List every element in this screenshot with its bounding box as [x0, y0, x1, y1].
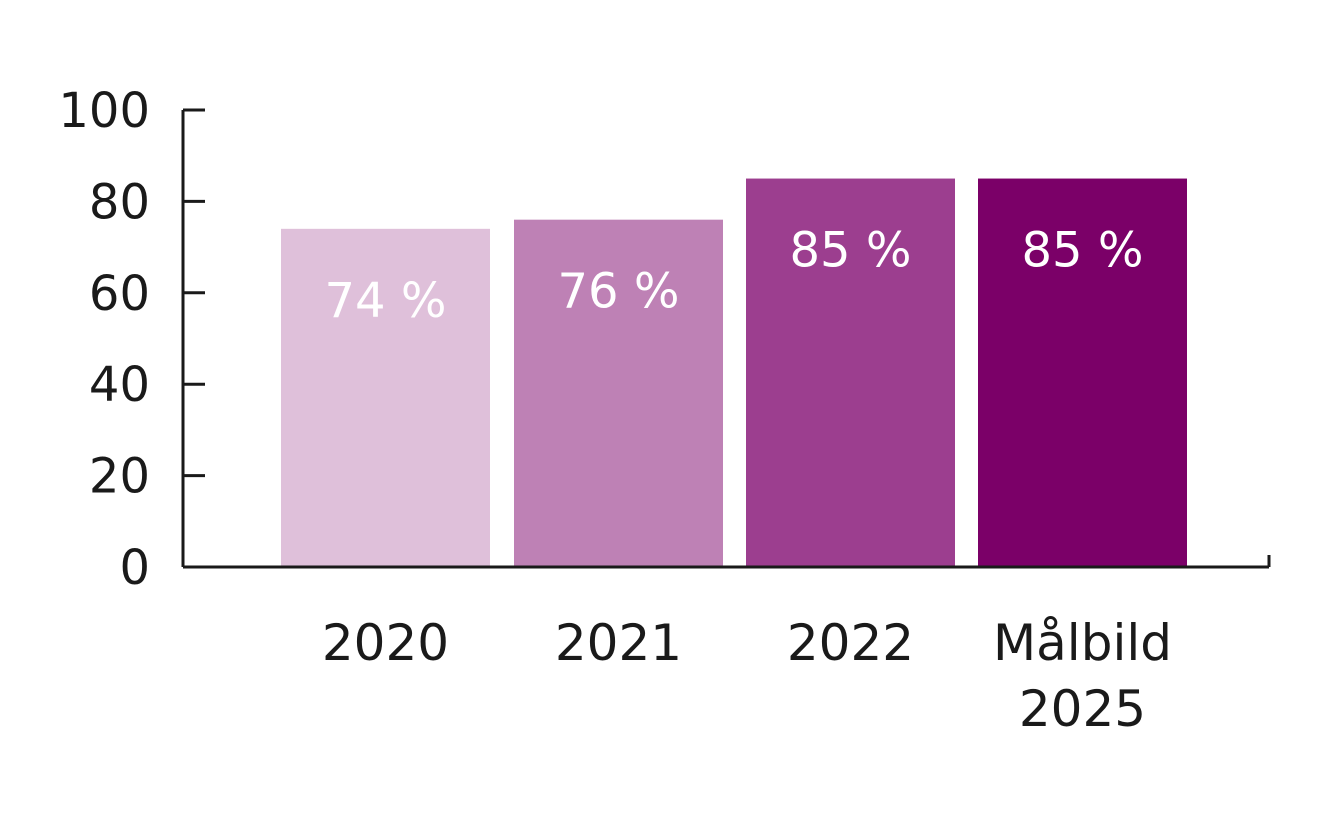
y-tick-label-2: 40 — [89, 357, 150, 413]
y-ticks-group: 0 20 40 60 80 100 — [58, 83, 205, 596]
data-label-2: 85 % — [790, 223, 912, 279]
x-tick-label-3-1: 2025 — [1019, 680, 1146, 738]
bars-group — [281, 178, 1187, 568]
y-tick-label-4: 80 — [89, 174, 150, 230]
bar-1 — [514, 219, 723, 567]
y-tick-label-1: 20 — [89, 449, 150, 505]
bar-0 — [281, 228, 490, 567]
x-tick-label-2-0: 2022 — [787, 614, 914, 672]
data-label-3: 85 % — [1022, 223, 1144, 279]
x-labels-group: 2020 2021 2022 Målbild 2025 — [322, 614, 1172, 738]
data-label-1: 76 % — [558, 264, 680, 320]
y-tick-label-3: 60 — [89, 266, 150, 322]
x-tick-label-0-0: 2020 — [322, 614, 449, 672]
x-tick-label-3-0: Målbild — [993, 614, 1172, 672]
bar-2 — [746, 178, 955, 568]
axes-group — [181, 110, 1271, 569]
bar-3 — [978, 178, 1187, 568]
y-tick-label-5: 100 — [58, 83, 150, 139]
y-tick-label-0: 0 — [119, 540, 150, 596]
data-labels-group: 74 % 76 % 85 % 85 % — [325, 223, 1144, 329]
x-tick-label-1-0: 2021 — [555, 614, 682, 672]
data-label-0: 74 % — [325, 273, 447, 329]
